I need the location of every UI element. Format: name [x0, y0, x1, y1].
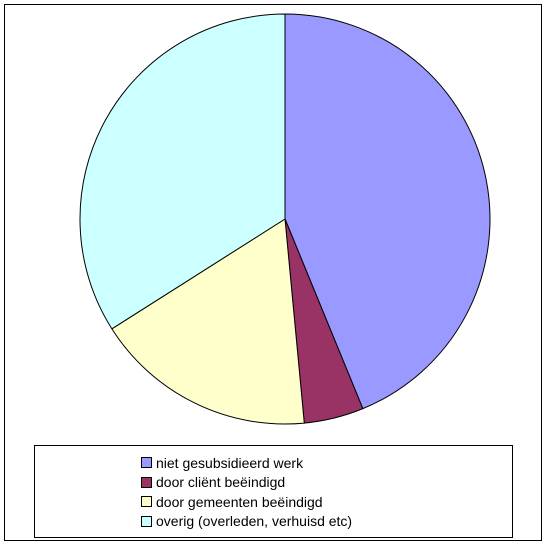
- pie-slice-4: [79, 13, 286, 330]
- legend-label: overig (overleden, verhuisd etc): [156, 513, 353, 530]
- legend-swatch: [141, 457, 152, 469]
- chart-legend: niet gesubsidieerd werk door cliënt beëin…: [34, 445, 513, 538]
- legend-label: door gemeenten beëindigd: [156, 493, 323, 510]
- legend-list: niet gesubsidieerd werk door cliënt beëin…: [141, 453, 352, 531]
- pie-slice-1: [284, 13, 491, 410]
- legend-label: niet gesubsidieerd werk: [156, 454, 304, 471]
- legend-swatch: [141, 515, 152, 527]
- legend-item-1: niet gesubsidieerd werk: [141, 453, 352, 473]
- legend-item-2: door cliënt beëindigd: [141, 473, 352, 493]
- legend-item-4: overig (overleden, verhuisd etc): [141, 512, 352, 532]
- legend-swatch: [141, 476, 152, 488]
- pie-slice-3: [111, 218, 305, 425]
- legend-item-3: door gemeenten beëindigd: [141, 492, 352, 512]
- legend-label: door cliënt beëindigd: [156, 474, 286, 491]
- legend-swatch: [141, 496, 152, 508]
